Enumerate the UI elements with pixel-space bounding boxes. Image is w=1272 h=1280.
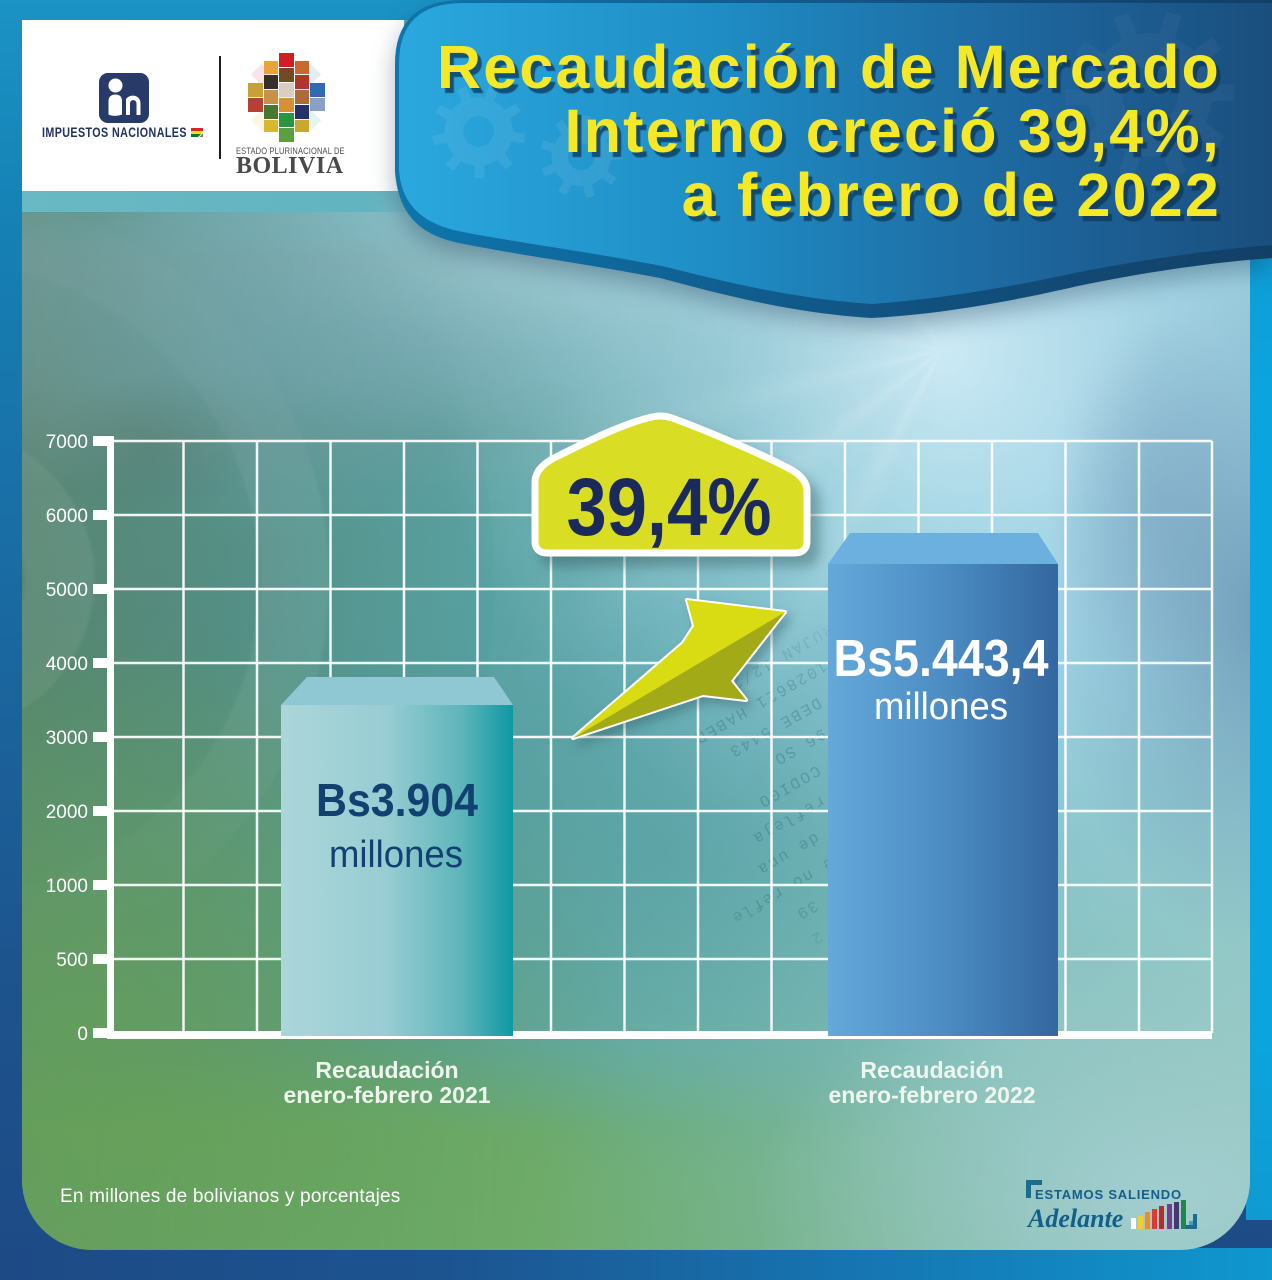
- svg-text:Adelante: Adelante: [1026, 1204, 1123, 1233]
- svg-text:ESTAMOS SALIENDO: ESTAMOS SALIENDO: [1035, 1187, 1182, 1202]
- svg-text:millones: millones: [329, 834, 463, 876]
- svg-text:0: 0: [77, 1024, 88, 1045]
- svg-text:4000: 4000: [46, 654, 88, 675]
- svg-text:Bs3.904: Bs3.904: [316, 774, 478, 826]
- svg-text:5000: 5000: [46, 580, 88, 601]
- svg-text:7000: 7000: [46, 432, 88, 453]
- svg-text:39,4%: 39,4%: [567, 462, 772, 553]
- svg-text:6000: 6000: [46, 506, 88, 527]
- svg-text:1000: 1000: [46, 876, 88, 897]
- svg-text:500: 500: [56, 950, 88, 971]
- svg-text:Bs5.443,4: Bs5.443,4: [834, 630, 1049, 688]
- svg-text:3000: 3000: [46, 728, 88, 749]
- svg-text:2000: 2000: [46, 802, 88, 823]
- svg-text:millones: millones: [874, 686, 1008, 728]
